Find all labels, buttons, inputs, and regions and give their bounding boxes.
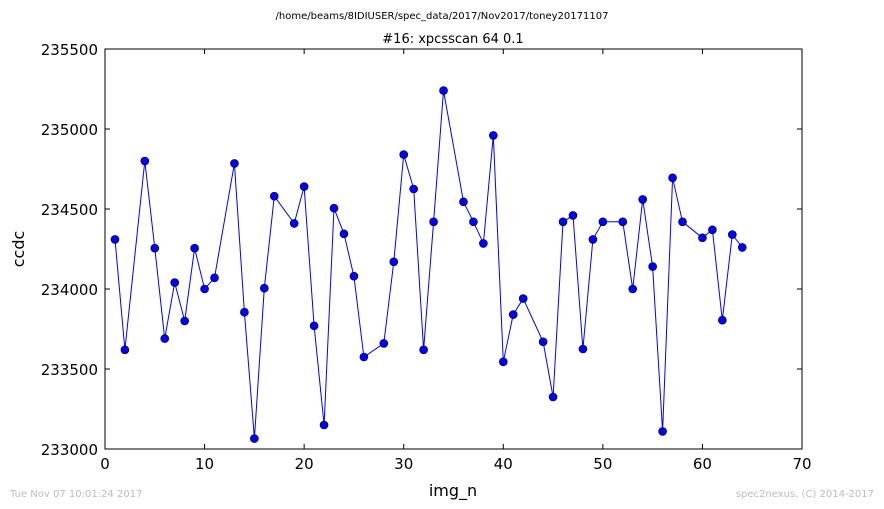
data-point: [389, 257, 399, 267]
x-tick-label: 50: [593, 455, 612, 473]
footer-timestamp: Tue Nov 07 10:01:24 2017: [10, 489, 143, 500]
y-tick-label: 233500: [41, 361, 98, 379]
x-axis: 0 10 20 30 40 50 60 70: [100, 49, 812, 473]
data-point: [309, 321, 319, 331]
y-tick-label: 235500: [41, 41, 98, 59]
data-point: [170, 278, 179, 287]
data-point: [230, 159, 239, 168]
chart-title: #16: xpcsscan 64 0.1: [382, 32, 523, 47]
data-point: [678, 217, 687, 227]
data-point: [618, 217, 628, 227]
data-point: [110, 235, 120, 244]
data-point: [708, 225, 717, 235]
x-tick-label: 70: [792, 455, 811, 473]
data-point: [518, 294, 528, 303]
data-point: [648, 262, 657, 271]
data-point: [379, 339, 389, 348]
data-point: [150, 243, 160, 253]
x-tick-label: 60: [693, 455, 712, 473]
data-point: [339, 229, 349, 239]
data-point: [469, 217, 478, 227]
data-point: [727, 230, 737, 239]
data-point: [210, 273, 219, 283]
data-point: [269, 191, 279, 201]
y-axis-label: ccdc: [9, 231, 28, 268]
data-point: [588, 235, 598, 244]
data-point: [160, 334, 170, 343]
data-point: [399, 150, 409, 159]
plot-area: [104, 48, 803, 450]
y-tick-label: 233000: [41, 441, 98, 459]
data-point: [190, 243, 199, 253]
y-tick-label: 235000: [41, 121, 98, 139]
data-point: [240, 307, 249, 317]
data-point: [120, 345, 130, 355]
data-point: [508, 310, 518, 319]
data-point: [489, 131, 498, 140]
data-point: [578, 344, 588, 354]
data-point: [200, 284, 209, 294]
data-point: [498, 357, 508, 367]
chart-suptitle: /home/beams/8IDIUSER/spec_data/2017/Nov2…: [276, 11, 609, 22]
x-tick-label: 30: [394, 455, 413, 473]
data-point: [459, 197, 468, 207]
data-point: [568, 211, 578, 220]
data-point: [668, 173, 677, 183]
data-point: [538, 337, 548, 347]
series-line: [114, 90, 743, 439]
data-point: [429, 217, 438, 227]
x-tick-label: 20: [295, 455, 314, 473]
data-point: [299, 182, 309, 191]
data-point: [548, 392, 558, 402]
y-axis: 233000 233500 234000 234500 235000 235500: [41, 41, 802, 459]
data-point: [250, 434, 259, 443]
data-point: [359, 352, 369, 362]
data-point: [479, 239, 488, 248]
y-tick-label: 234500: [41, 201, 98, 219]
x-axis-label: img_n: [429, 481, 477, 501]
data-point: [180, 316, 189, 326]
data-point: [658, 427, 667, 436]
data-point: [319, 420, 329, 430]
series-points: [110, 86, 747, 443]
data-point: [260, 283, 269, 293]
footer-credit: spec2nexus, (C) 2014-2017: [735, 489, 874, 500]
x-tick-label: 40: [494, 455, 513, 473]
data-point: [598, 217, 608, 227]
data-point: [329, 203, 339, 213]
data-point: [638, 195, 647, 204]
data-point: [419, 345, 428, 355]
data-point: [558, 217, 568, 227]
x-tick-label: 0: [100, 455, 110, 473]
data-point: [718, 315, 727, 325]
x-tick-label: 10: [195, 455, 214, 473]
data-point: [628, 284, 638, 294]
data-point: [140, 156, 150, 166]
data-point: [409, 184, 418, 194]
data-point: [439, 86, 448, 95]
y-tick-label: 234000: [41, 281, 98, 299]
data-point: [698, 233, 707, 243]
data-point: [289, 219, 299, 228]
data-point: [349, 271, 359, 281]
data-point: [737, 243, 747, 252]
